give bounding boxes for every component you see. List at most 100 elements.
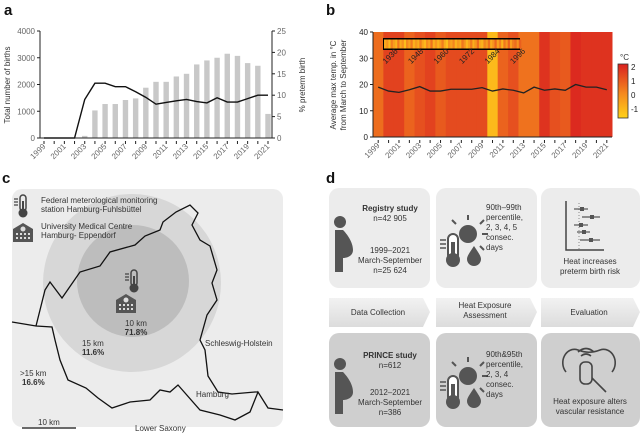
exposure-text-line: percentile, — [486, 360, 523, 369]
scale-bar-label: 10 km — [38, 418, 60, 427]
inset-cell — [505, 39, 509, 49]
heatmap-cell — [591, 32, 603, 137]
step-heat-exposure-1: Heat Exposure — [459, 301, 512, 310]
inset-cell — [432, 39, 436, 49]
colorbar — [617, 63, 629, 119]
inset-cell — [403, 39, 407, 49]
zone-10km-dist: 10 km — [125, 319, 147, 328]
inset-cell — [474, 39, 478, 49]
legend-station-line1: Federal meterological monitoring — [41, 196, 158, 205]
inset-cell — [456, 39, 460, 49]
zone-15km-dist: 15 km — [82, 339, 104, 348]
inset-cell — [516, 39, 520, 49]
x-tick-label: 2007 — [110, 142, 129, 161]
x-tick-label: 2013 — [171, 142, 190, 161]
x-tick-label: 2017 — [550, 141, 569, 160]
y-axis-label-right: % preterm birth — [298, 58, 307, 113]
border-lower-saxony — [11, 321, 284, 421]
heatmap-cell — [580, 32, 592, 137]
y-tick-label: 20 — [359, 81, 368, 90]
y-tick-label: 3000 — [17, 54, 35, 63]
zone-outer-pct: 16.6% — [22, 378, 45, 387]
legend-station-line2: station Hamburg-Fuhlsbüttel — [41, 205, 142, 214]
x-tick-label: 2009 — [130, 142, 149, 161]
heatmap-cell — [383, 32, 395, 137]
prince-exposure-box — [436, 333, 537, 427]
exposure-text-line: 2, 3, 4 — [486, 370, 509, 379]
step-arrow-1 — [329, 298, 430, 327]
heatmap-cell — [549, 32, 561, 137]
exposure-text-line: days — [486, 390, 503, 399]
inset-cell — [392, 39, 396, 49]
registry-result-1: Heat increases — [563, 257, 616, 266]
y2-tick-label: 5 — [277, 113, 282, 122]
x-tick-label: 2015 — [191, 142, 210, 161]
heatmap-cell — [539, 32, 551, 137]
x-tick-label: 1999 — [363, 141, 382, 160]
inset-cell — [507, 39, 511, 49]
bar — [255, 65, 261, 138]
exposure-text-line: days — [486, 243, 503, 252]
inset-cell — [401, 39, 405, 49]
x-tick-label: 2007 — [446, 141, 465, 160]
panel-label-d: d — [326, 170, 335, 187]
inset-cell — [406, 39, 409, 49]
bar — [122, 100, 129, 138]
inset-cell — [472, 39, 475, 49]
inset-cell — [518, 39, 522, 49]
inset-cell — [487, 39, 491, 49]
heatmap-cell — [404, 32, 416, 137]
x-tick-label: 2011 — [488, 141, 507, 160]
inset-cell — [410, 39, 414, 49]
inset-cell — [417, 39, 420, 49]
y-tick-label: 2000 — [17, 81, 35, 90]
inset-cell — [481, 39, 484, 49]
inset-cell — [445, 39, 449, 49]
inset-cell — [425, 39, 429, 49]
inset-cell — [476, 39, 480, 49]
y2-tick-label: 25 — [277, 27, 286, 36]
x-tick-label: 2005 — [90, 142, 109, 161]
y-tick-label: 40 — [359, 28, 368, 37]
y-tick-label: 1000 — [17, 107, 35, 116]
bar — [234, 55, 241, 138]
heatmap-cell — [414, 32, 426, 137]
inset-cell — [423, 39, 427, 49]
x-tick-label: 2003 — [69, 142, 88, 161]
registry-years: 1999–2021 — [370, 246, 411, 255]
inset-cell — [419, 39, 422, 49]
x-tick-label: 2001 — [49, 142, 68, 161]
x-tick-label: 2017 — [212, 142, 231, 161]
heatmap-cell — [528, 32, 540, 137]
inset-cell — [465, 39, 469, 49]
x-tick-label: 2009 — [467, 141, 486, 160]
y-tick-label: 0 — [364, 133, 369, 142]
inset-cell — [441, 39, 444, 49]
inset-cell — [485, 39, 489, 49]
step-arrow-2 — [436, 298, 537, 327]
prince-months: March-September — [358, 398, 422, 407]
bar — [153, 81, 159, 138]
prince-n2: n=386 — [379, 408, 402, 417]
bar — [163, 81, 169, 138]
region-lower-saxony: Lower Saxony — [135, 424, 186, 433]
heatmap-cell — [393, 32, 405, 137]
exposure-text-line: consec. — [486, 380, 514, 389]
panel-label-c: c — [2, 170, 10, 187]
inset-cell — [492, 39, 495, 49]
inset-cell — [503, 39, 506, 49]
exposure-text-line: 90th&95th — [486, 350, 522, 359]
inset-cell — [443, 39, 447, 49]
inset-cell — [452, 39, 456, 49]
inset-cell — [490, 39, 493, 49]
inset-cell — [494, 39, 497, 49]
inset-cell — [408, 39, 411, 49]
step-data-collection: Data Collection — [351, 308, 405, 317]
x-tick-label: 2013 — [508, 141, 527, 160]
x-tick-label: 2011 — [151, 142, 170, 161]
bar — [265, 113, 271, 138]
y-tick-label: 4000 — [17, 27, 35, 36]
inset-cell — [450, 39, 453, 49]
prince-n: n=612 — [379, 361, 402, 370]
